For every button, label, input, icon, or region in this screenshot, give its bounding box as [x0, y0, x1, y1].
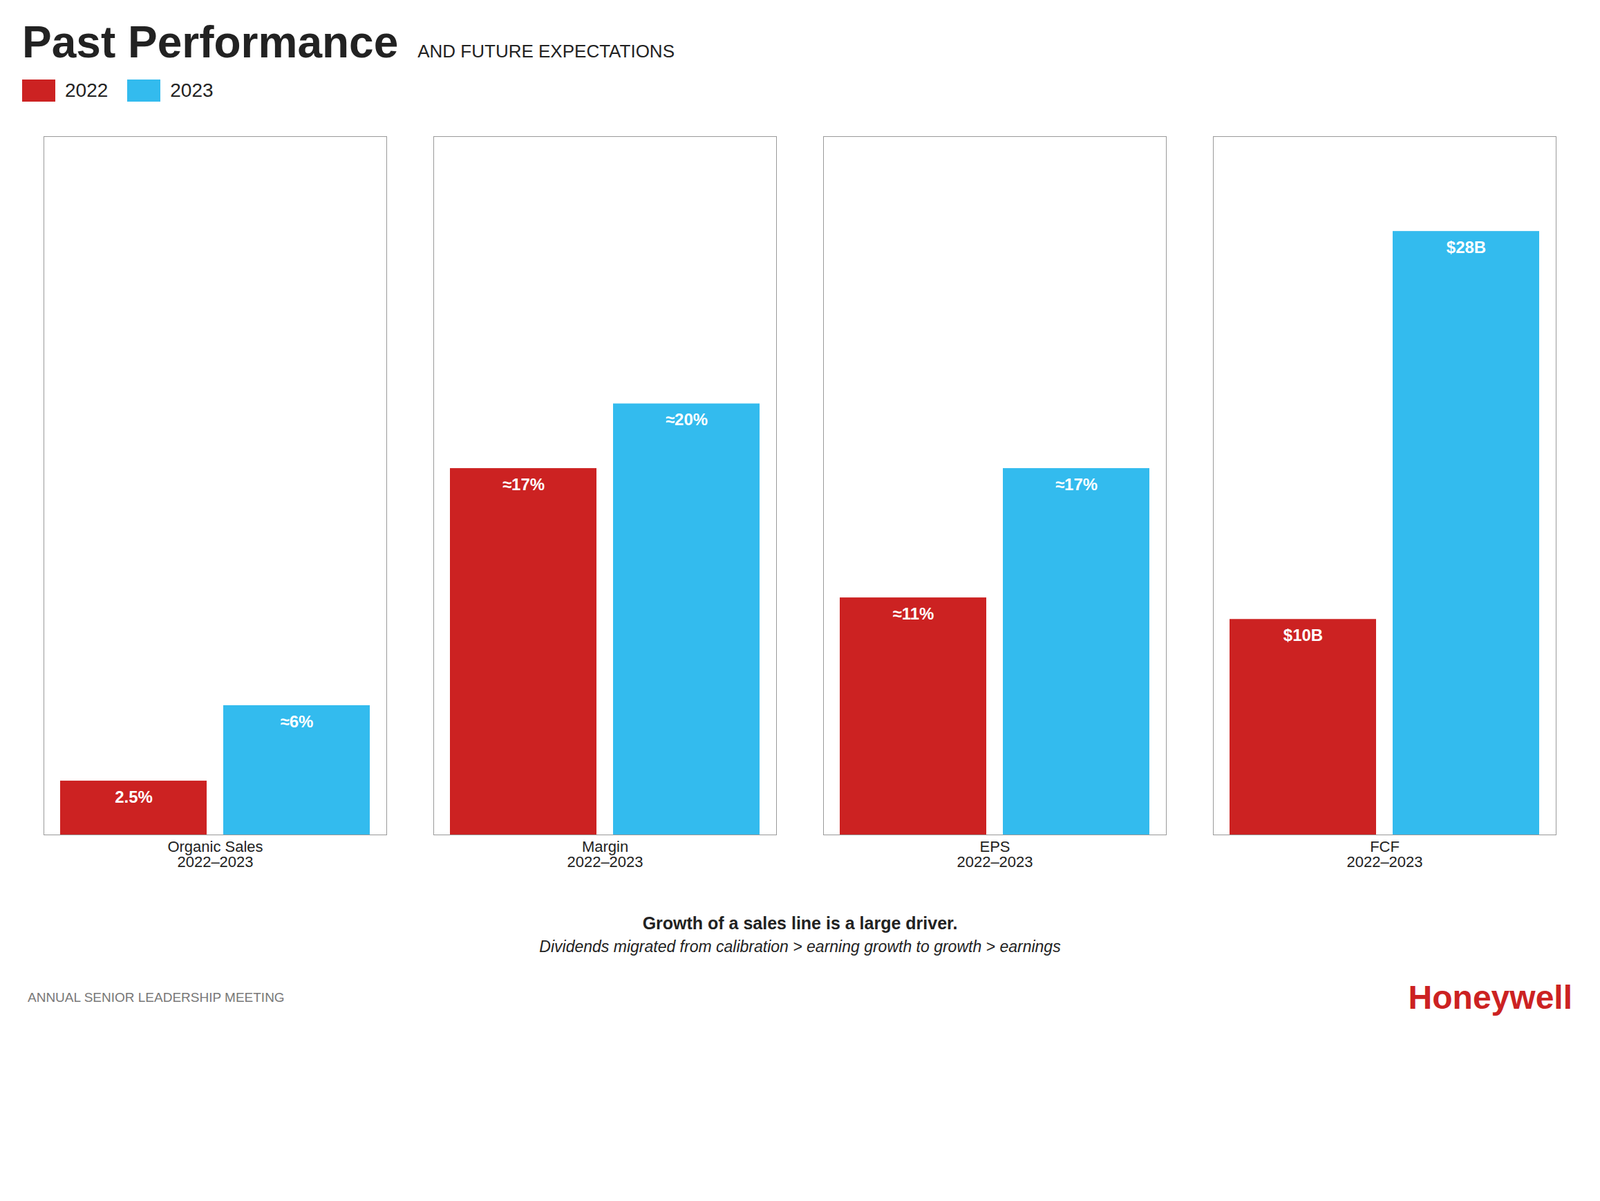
- html-text:Honeywell: Honeywell: [1408, 978, 1573, 1016]
- html-text:ANNUAL SENIOR LEADERSHIP MEETI: ANNUAL SENIOR LEADERSHIP MEETING: [27, 989, 285, 1004]
- svg-text:≈6%: ≈6%: [280, 711, 314, 731]
- html-text:Past Performance: Past Performance: [22, 17, 399, 68]
- html-text:2022: 2022: [64, 79, 109, 101]
- svg-text:≈17%: ≈17%: [502, 474, 545, 494]
- svg-text:Margin2022–2023: Margin2022–2023: [566, 837, 643, 871]
- svg-text:FCF2022–2023: FCF2022–2023: [1346, 837, 1423, 871]
- html-text:2023: 2023: [170, 79, 214, 101]
- html-text:Dividends migrated from calibr: Dividends migrated from calibration > ea…: [539, 937, 1061, 956]
- html-text:Growth of a sales line is a la: Growth of a sales line is a large driver…: [642, 913, 958, 933]
- svg-text:Organic Sales2022–2023: Organic Sales2022–2023: [167, 837, 263, 871]
- svg-text:≈17%: ≈17%: [1055, 474, 1098, 494]
- svg-text:$10B: $10B: [1283, 625, 1323, 645]
- html-text:AND FUTURE EXPECTATIONS: AND FUTURE EXPECTATIONS: [417, 40, 675, 62]
- svg-text:≈11%: ≈11%: [892, 604, 935, 623]
- svg-text:≈20%: ≈20%: [665, 409, 708, 429]
- svg-text:EPS2022–2023: EPS2022–2023: [956, 837, 1033, 871]
- svg-text:2.5%: 2.5%: [114, 787, 153, 806]
- svg-text:$28B: $28B: [1446, 237, 1486, 257]
